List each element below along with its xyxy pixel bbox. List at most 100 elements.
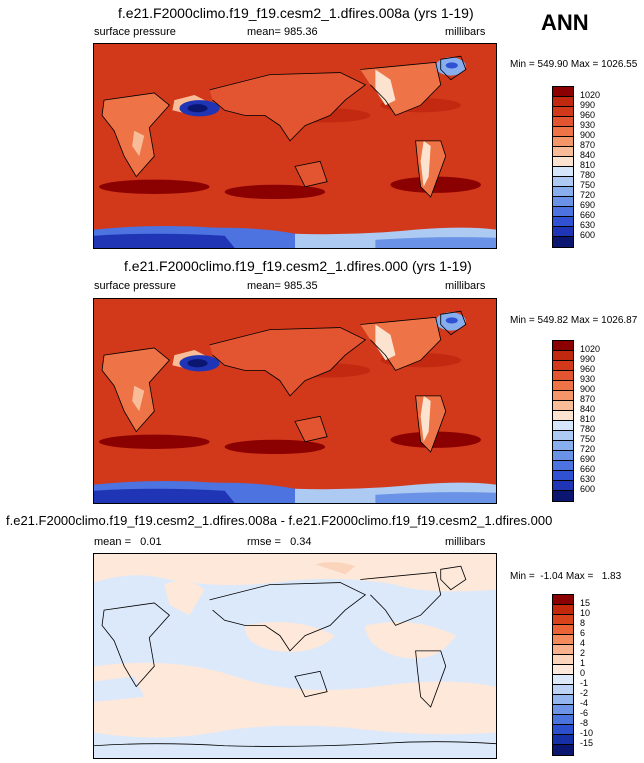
colorbar-swatch [553, 665, 573, 675]
panel-2-variable-label: surface pressure [94, 280, 176, 292]
panel-3-units-label: millibars [445, 536, 486, 548]
colorbar-tick-label: 6 [580, 628, 586, 638]
colorbar-tick-label: 15 [580, 598, 591, 608]
colorbar-tick-label: 660 [580, 464, 596, 474]
colorbar-tick-label: 600 [580, 230, 596, 240]
colorbar-swatch [553, 237, 573, 247]
colorbar-tick-label: 690 [580, 454, 596, 464]
colorbar-swatch [553, 107, 573, 117]
panel-3-minmax: Min = -1.04 Max = 1.83 [510, 571, 622, 582]
colorbar-tick-label: -15 [580, 738, 594, 748]
colorbar-swatch [553, 87, 573, 97]
colorbar-tick-label: 960 [580, 364, 596, 374]
colorbar-tick-label: 840 [580, 150, 596, 160]
panel-3-mean-label: mean = 0.01 [94, 536, 162, 548]
panel-2-title: f.e21.F2000climo.f19_f19.cesm2_1.dfires.… [124, 258, 472, 274]
colorbar-swatch [553, 391, 573, 401]
colorbar-swatch [553, 127, 573, 137]
colorbar-swatch [553, 745, 573, 755]
colorbar-swatch [553, 147, 573, 157]
colorbar-tick-label: 930 [580, 120, 596, 130]
panel-2-map [93, 298, 497, 504]
panel-2-colorbar [552, 340, 574, 502]
colorbar-swatch [553, 705, 573, 715]
colorbar-tick-label: 900 [580, 384, 596, 394]
colorbar-swatch [553, 381, 573, 391]
colorbar-swatch [553, 351, 573, 361]
colorbar-swatch [553, 441, 573, 451]
colorbar-swatch [553, 471, 573, 481]
colorbar-tick-label: 720 [580, 190, 596, 200]
colorbar-swatch [553, 635, 573, 645]
colorbar-tick-label: 4 [580, 638, 586, 648]
colorbar-tick-label: 810 [580, 160, 596, 170]
panel-3-title: f.e21.F2000climo.f19_f19.cesm2_1.dfires.… [6, 513, 553, 528]
panel-1-variable-label: surface pressure [94, 26, 176, 38]
colorbar-swatch [553, 675, 573, 685]
colorbar-tick-label: 930 [580, 374, 596, 384]
colorbar-tick-label: -6 [580, 708, 589, 718]
colorbar-swatch [553, 725, 573, 735]
colorbar-swatch [553, 481, 573, 491]
colorbar-tick-label: 0 [580, 668, 586, 678]
colorbar-swatch [553, 207, 573, 217]
panel-1-title: f.e21.F2000climo.f19_f19.cesm2_1.dfires.… [118, 5, 474, 21]
colorbar-swatch [553, 157, 573, 167]
colorbar-tick-label: 990 [580, 354, 596, 364]
colorbar-tick-label: -8 [580, 718, 589, 728]
panel-3-rmse-label: rmse = 0.34 [247, 536, 312, 548]
colorbar-tick-label: 600 [580, 484, 596, 494]
colorbar-swatch [553, 217, 573, 227]
colorbar-swatch [553, 227, 573, 237]
colorbar-tick-label: 1 [580, 658, 586, 668]
colorbar-tick-label: -2 [580, 688, 589, 698]
panel-1-units-label: millibars [445, 26, 486, 38]
colorbar-swatch [553, 645, 573, 655]
colorbar-tick-label: 10 [580, 608, 591, 618]
colorbar-swatch [553, 625, 573, 635]
colorbar-tick-label: 660 [580, 210, 596, 220]
colorbar-swatch [553, 411, 573, 421]
colorbar-swatch [553, 715, 573, 725]
panel-2-mean-label: mean= 985.35 [247, 280, 318, 292]
colorbar-tick-label: 2 [580, 648, 586, 658]
colorbar-swatch [553, 341, 573, 351]
colorbar-swatch [553, 421, 573, 431]
colorbar-swatch [553, 685, 573, 695]
colorbar-tick-label: 840 [580, 404, 596, 414]
panel-1-map [93, 43, 497, 249]
colorbar-swatch [553, 371, 573, 381]
panel-3-map [93, 553, 497, 759]
colorbar-swatch [553, 655, 573, 665]
colorbar-swatch [553, 97, 573, 107]
colorbar-swatch [553, 361, 573, 371]
colorbar-tick-label: 750 [580, 180, 596, 190]
colorbar-tick-label: 1020 [580, 90, 601, 100]
colorbar-tick-label: 960 [580, 110, 596, 120]
colorbar-swatch [553, 451, 573, 461]
colorbar-swatch [553, 605, 573, 615]
colorbar-tick-label: 990 [580, 100, 596, 110]
colorbar-swatch [553, 431, 573, 441]
panel-1-colorbar [552, 86, 574, 248]
colorbar-swatch [553, 461, 573, 471]
colorbar-swatch [553, 695, 573, 705]
panel-2-minmax: Min = 549.82 Max = 1026.87 [510, 315, 638, 326]
colorbar-tick-label: 750 [580, 434, 596, 444]
colorbar-tick-label: 870 [580, 140, 596, 150]
colorbar-tick-label: 630 [580, 474, 596, 484]
colorbar-swatch [553, 595, 573, 605]
colorbar-swatch [553, 177, 573, 187]
colorbar-swatch [553, 401, 573, 411]
colorbar-tick-label: 720 [580, 444, 596, 454]
panel-3-colorbar [552, 594, 574, 756]
colorbar-swatch [553, 491, 573, 501]
colorbar-tick-label: 8 [580, 618, 586, 628]
colorbar-swatch [553, 167, 573, 177]
colorbar-tick-label: 690 [580, 200, 596, 210]
panel-1-mean-label: mean= 985.36 [247, 26, 318, 38]
season-label: ANN [541, 10, 589, 35]
colorbar-tick-label: 630 [580, 220, 596, 230]
colorbar-swatch [553, 197, 573, 207]
colorbar-swatch [553, 735, 573, 745]
